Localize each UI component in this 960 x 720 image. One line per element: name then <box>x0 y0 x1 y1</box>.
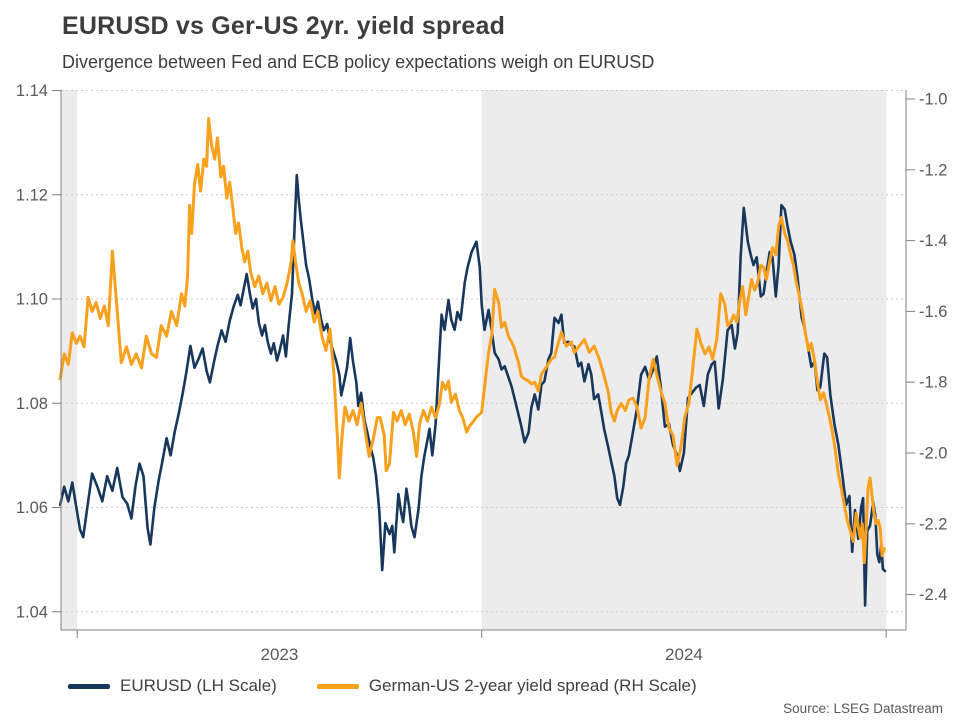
series-eurusd <box>58 173 887 607</box>
svg-text:2024: 2024 <box>665 645 703 664</box>
chart-legend: EURUSD (LH Scale) German-US 2-year yield… <box>68 676 697 696</box>
series-yield-spread <box>58 117 886 565</box>
svg-text:1.06: 1.06 <box>16 499 48 517</box>
page-title: EURUSD vs Ger-US 2yr. yield spread <box>62 12 506 40</box>
svg-text:-2.0: -2.0 <box>919 444 947 462</box>
axes <box>60 90 907 631</box>
svg-text:-1.6: -1.6 <box>919 303 947 321</box>
chart-subtitle: Divergence between Fed and ECB policy ex… <box>62 52 655 72</box>
x-axis-labels: 2023 2024 <box>76 630 887 664</box>
y-axis-left-labels: 1.14 1.12 1.10 1.08 1.06 1.04 <box>16 82 61 621</box>
svg-text:1.14: 1.14 <box>16 82 48 100</box>
svg-text:-1.4: -1.4 <box>919 232 947 250</box>
source-note: Source: LSEG Datastream <box>783 701 943 716</box>
svg-text:-2.4: -2.4 <box>919 586 947 604</box>
svg-text:1.10: 1.10 <box>16 291 48 309</box>
svg-text:1.12: 1.12 <box>16 186 48 204</box>
legend-label-yield-spread: German-US 2-year yield spread (RH Scale) <box>368 676 697 695</box>
legend-item-yield-spread: German-US 2-year yield spread (RH Scale) <box>316 676 697 696</box>
svg-text:-1.2: -1.2 <box>919 161 947 179</box>
y-axis-right-labels: -1.0 -1.2 -1.4 -1.6 -1.8 -2.0 -2.2 -2.4 <box>906 90 947 604</box>
year-shading-bands <box>61 90 887 630</box>
svg-text:-1.0: -1.0 <box>919 90 947 108</box>
yield-spread-line-swatch <box>316 683 359 689</box>
svg-text:1.04: 1.04 <box>16 603 48 621</box>
legend-label-eurusd: EURUSD (LH Scale) <box>120 676 277 695</box>
gridlines <box>61 90 906 613</box>
legend-item-eurusd: EURUSD (LH Scale) <box>68 676 277 696</box>
svg-text:-2.2: -2.2 <box>919 515 947 533</box>
svg-text:-1.8: -1.8 <box>919 374 947 392</box>
svg-text:1.08: 1.08 <box>16 395 48 413</box>
svg-text:2023: 2023 <box>261 645 299 664</box>
eurusd-line-swatch <box>68 683 110 689</box>
